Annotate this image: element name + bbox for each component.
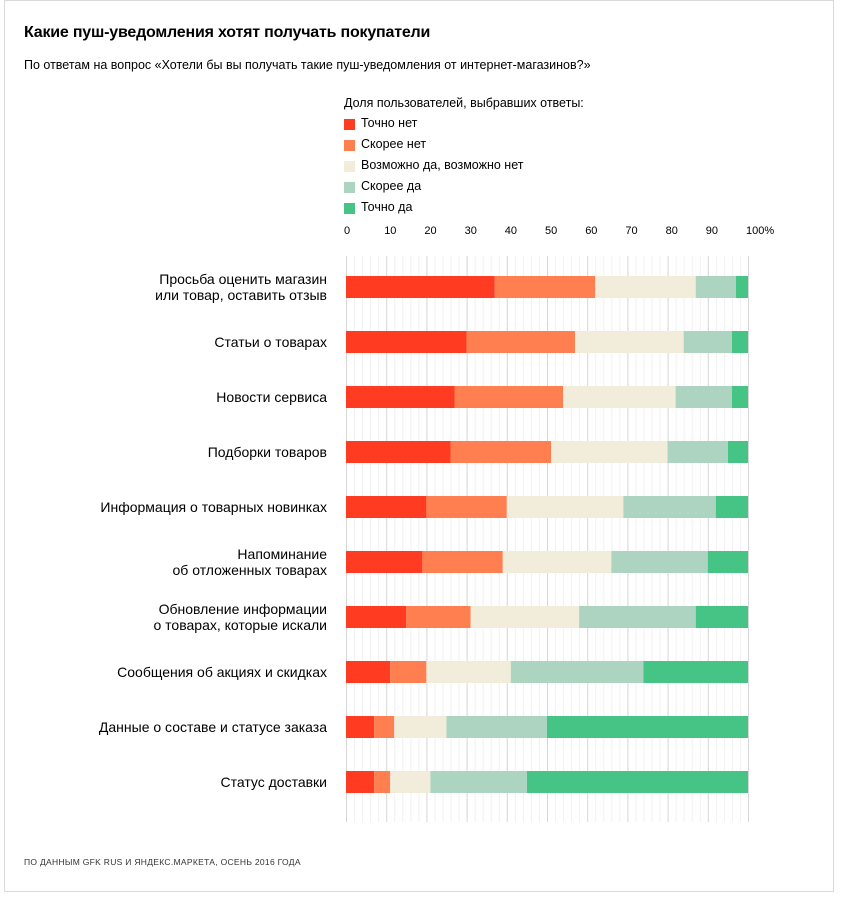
category-label: Напоминание	[237, 546, 327, 562]
category-label: Информация о товарных новинках	[100, 499, 327, 515]
bar-segment	[494, 276, 596, 298]
bar-segment	[422, 551, 503, 573]
bar-segment	[595, 276, 696, 298]
bar-segment	[623, 496, 716, 518]
bar-segment	[346, 551, 423, 573]
bar-segment	[667, 441, 728, 463]
x-tick-label: 60	[585, 225, 597, 237]
category-label: Подборки товаров	[208, 444, 327, 460]
x-tick-label: 50	[545, 225, 557, 237]
bar-segment	[346, 496, 427, 518]
bar-segment	[551, 441, 668, 463]
bar-segment	[707, 551, 748, 573]
category-label: Данные о составе и статусе заказа	[99, 719, 327, 735]
bar-segment	[346, 331, 467, 353]
bar-segment	[563, 386, 676, 408]
bar-segment	[731, 331, 748, 353]
bar-segment	[406, 606, 471, 628]
bar-segment	[346, 661, 391, 683]
bar-segment	[695, 606, 748, 628]
legend: Доля пользователей, выбравших ответы: То…	[344, 96, 584, 221]
bar-segment	[346, 441, 451, 463]
bar-segment	[727, 441, 748, 463]
x-tick-label: 20	[424, 225, 436, 237]
bar-segment	[470, 606, 580, 628]
bar-segment	[731, 386, 748, 408]
legend-swatch	[344, 119, 355, 130]
x-tick-label: 90	[706, 225, 718, 237]
bar-segment	[390, 771, 431, 793]
x-tick-label: 0	[344, 225, 350, 237]
legend-swatch	[344, 140, 355, 151]
legend-swatch	[344, 203, 355, 214]
bar-segment	[390, 661, 427, 683]
category-label: Статьи о товарах	[214, 334, 327, 350]
bar-segment	[575, 331, 684, 353]
bar-segment	[426, 661, 511, 683]
legend-label: Скорее нет	[361, 137, 427, 151]
legend-label: Точно да	[361, 200, 413, 214]
bar-segment	[346, 606, 407, 628]
bar-segment	[510, 661, 644, 683]
bar-segment	[506, 496, 624, 518]
bar-segment	[346, 771, 375, 793]
bar-segment	[346, 716, 375, 738]
bar-segment	[611, 551, 708, 573]
bar-segment	[643, 661, 748, 683]
bar-segment	[450, 441, 552, 463]
bar-segment	[466, 331, 576, 353]
bar-segment	[454, 386, 564, 408]
bar-segment	[430, 771, 527, 793]
category-label: Статус доставки	[220, 774, 327, 790]
bar-segment	[374, 716, 395, 738]
bar-segment	[426, 496, 507, 518]
x-tick-label: 40	[505, 225, 517, 237]
category-label: Просьба оценить магазин	[159, 271, 327, 287]
legend-label: Возможно да, возможно нет	[361, 158, 524, 172]
bar-segment	[502, 551, 612, 573]
legend-swatch	[344, 182, 355, 193]
category-label: об отложенных товарах	[173, 562, 327, 578]
chart-subtitle: По ответам на вопрос «Хотели бы вы получ…	[24, 58, 591, 72]
legend-title: Доля пользователей, выбравших ответы:	[344, 96, 584, 110]
x-tick-label: 30	[465, 225, 477, 237]
source-footnote: ПО ДАННЫМ GFK RUS И ЯНДЕКС.МАРКЕТА, ОСЕН…	[24, 857, 301, 867]
legend-item-definitely-no: Точно нет	[344, 116, 584, 137]
bar-segment	[579, 606, 696, 628]
bar-segment	[695, 276, 736, 298]
x-tick-label: 80	[666, 225, 678, 237]
bar-segment	[346, 276, 495, 298]
bar-segment	[735, 276, 748, 298]
category-label: или товар, оставить отзыв	[155, 287, 327, 303]
bar-segment	[715, 496, 748, 518]
category-label: Новости сервиса	[216, 389, 327, 405]
chart-title: Какие пуш-уведомления хотят получать пок…	[24, 24, 431, 41]
category-label: Сообщения об акциях и скидках	[117, 664, 327, 680]
bar-segment	[394, 716, 447, 738]
legend-swatch	[344, 161, 355, 172]
bar-segment	[675, 386, 732, 408]
bar-segment	[526, 771, 748, 793]
category-label: о товарах, которые искали	[154, 617, 328, 633]
legend-label: Точно нет	[361, 116, 418, 130]
legend-item-rather-yes: Скорее да	[344, 179, 584, 200]
category-label: Обновление информации	[159, 601, 327, 617]
x-tick-label: 70	[625, 225, 637, 237]
bar-segment	[547, 716, 748, 738]
bar-segment	[446, 716, 547, 738]
bar-segment	[346, 386, 455, 408]
legend-label: Скорее да	[361, 179, 422, 193]
legend-item-definitely-yes: Точно да	[344, 200, 584, 221]
x-tick-label: 100%	[746, 225, 774, 237]
bar-segment	[374, 771, 391, 793]
bar-segment	[683, 331, 732, 353]
legend-item-maybe: Возможно да, возможно нет	[344, 158, 584, 179]
legend-item-rather-no: Скорее нет	[344, 137, 584, 158]
x-tick-label: 10	[384, 225, 396, 237]
